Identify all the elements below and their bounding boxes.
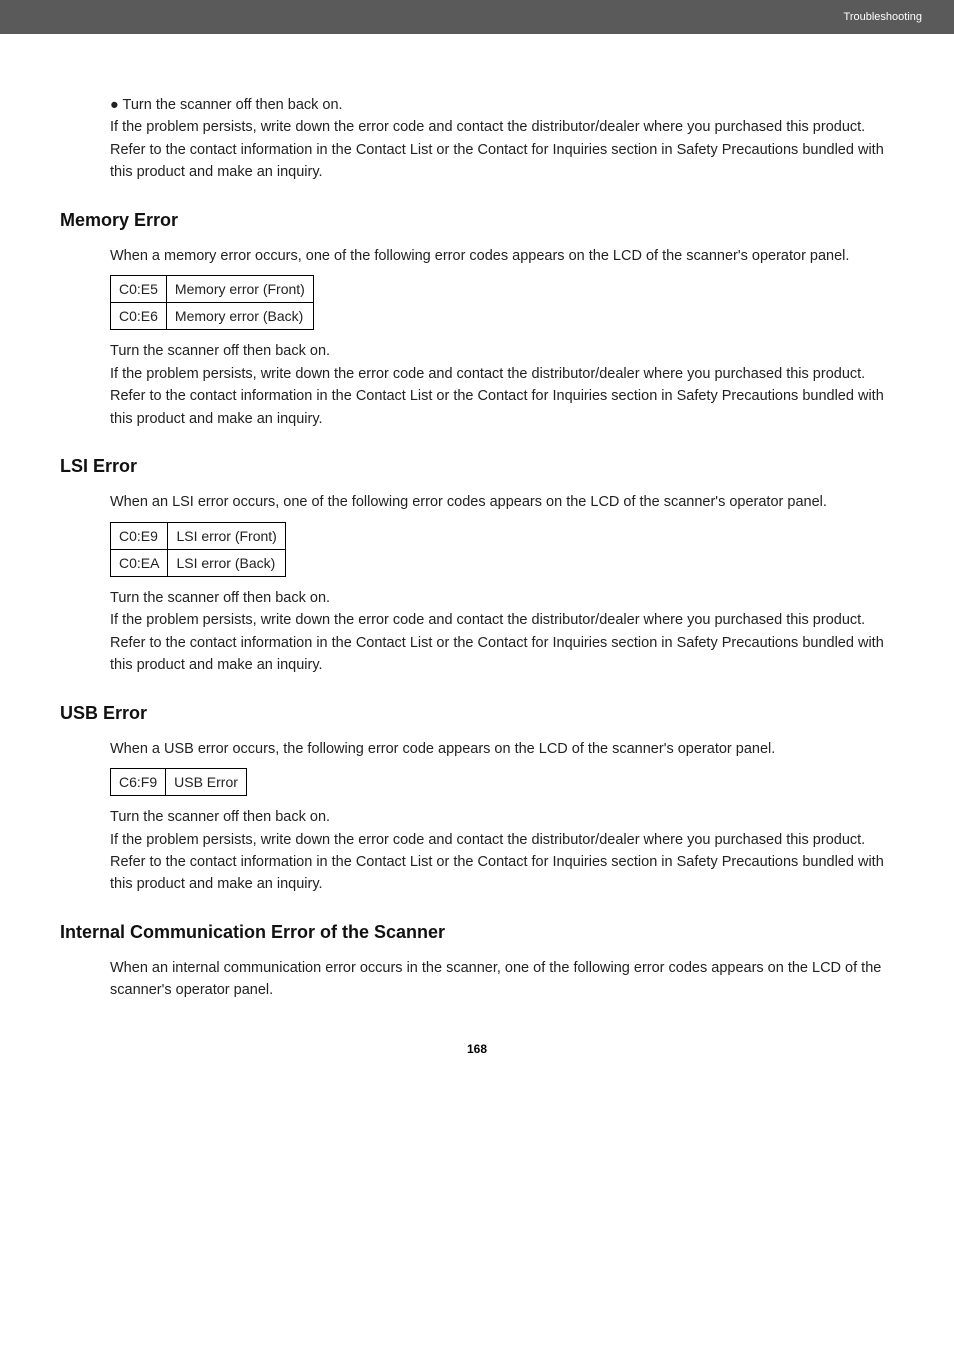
table-row: C6:F9 USB Error: [111, 769, 247, 796]
memory-persist: If the problem persists, write down the …: [110, 363, 894, 430]
usb-error-heading: USB Error: [60, 703, 894, 724]
table-row: C0:EA LSI error (Back): [111, 549, 286, 576]
intro-bullet: ● Turn the scanner off then back on.: [110, 94, 894, 116]
memory-error-heading: Memory Error: [60, 210, 894, 231]
page-content: ● Turn the scanner off then back on. If …: [0, 34, 954, 1096]
lsi-persist: If the problem persists, write down the …: [110, 609, 894, 676]
error-code-cell: C0:E6: [111, 303, 167, 330]
memory-error-table: C0:E5 Memory error (Front) C0:E6 Memory …: [110, 275, 314, 330]
error-code-cell: C0:E5: [111, 276, 167, 303]
page-number: 168: [60, 1042, 894, 1056]
error-desc-cell: USB Error: [166, 769, 247, 796]
internal-error-heading: Internal Communication Error of the Scan…: [60, 922, 894, 943]
error-desc-cell: LSI error (Back): [168, 549, 285, 576]
table-row: C0:E5 Memory error (Front): [111, 276, 314, 303]
error-code-cell: C6:F9: [111, 769, 166, 796]
error-desc-cell: Memory error (Front): [166, 276, 313, 303]
memory-error-para: When a memory error occurs, one of the f…: [110, 245, 894, 267]
lsi-error-para: When an LSI error occurs, one of the fol…: [110, 491, 894, 513]
error-code-cell: C0:E9: [111, 522, 168, 549]
usb-persist: If the problem persists, write down the …: [110, 829, 894, 896]
usb-error-table: C6:F9 USB Error: [110, 768, 247, 796]
table-row: C0:E6 Memory error (Back): [111, 303, 314, 330]
lsi-turn-off: Turn the scanner off then back on.: [110, 587, 894, 609]
table-row: C0:E9 LSI error (Front): [111, 522, 286, 549]
memory-turn-off: Turn the scanner off then back on.: [110, 340, 894, 362]
error-desc-cell: Memory error (Back): [166, 303, 313, 330]
lsi-error-heading: LSI Error: [60, 456, 894, 477]
error-desc-cell: LSI error (Front): [168, 522, 285, 549]
usb-error-para: When a USB error occurs, the following e…: [110, 738, 894, 760]
lsi-error-table: C0:E9 LSI error (Front) C0:EA LSI error …: [110, 522, 286, 577]
internal-error-para: When an internal communication error occ…: [110, 957, 894, 1002]
page-header: Troubleshooting: [0, 0, 954, 34]
usb-turn-off: Turn the scanner off then back on.: [110, 806, 894, 828]
header-section-label: Troubleshooting: [844, 11, 922, 23]
intro-persist: If the problem persists, write down the …: [110, 116, 894, 183]
error-code-cell: C0:EA: [111, 549, 168, 576]
